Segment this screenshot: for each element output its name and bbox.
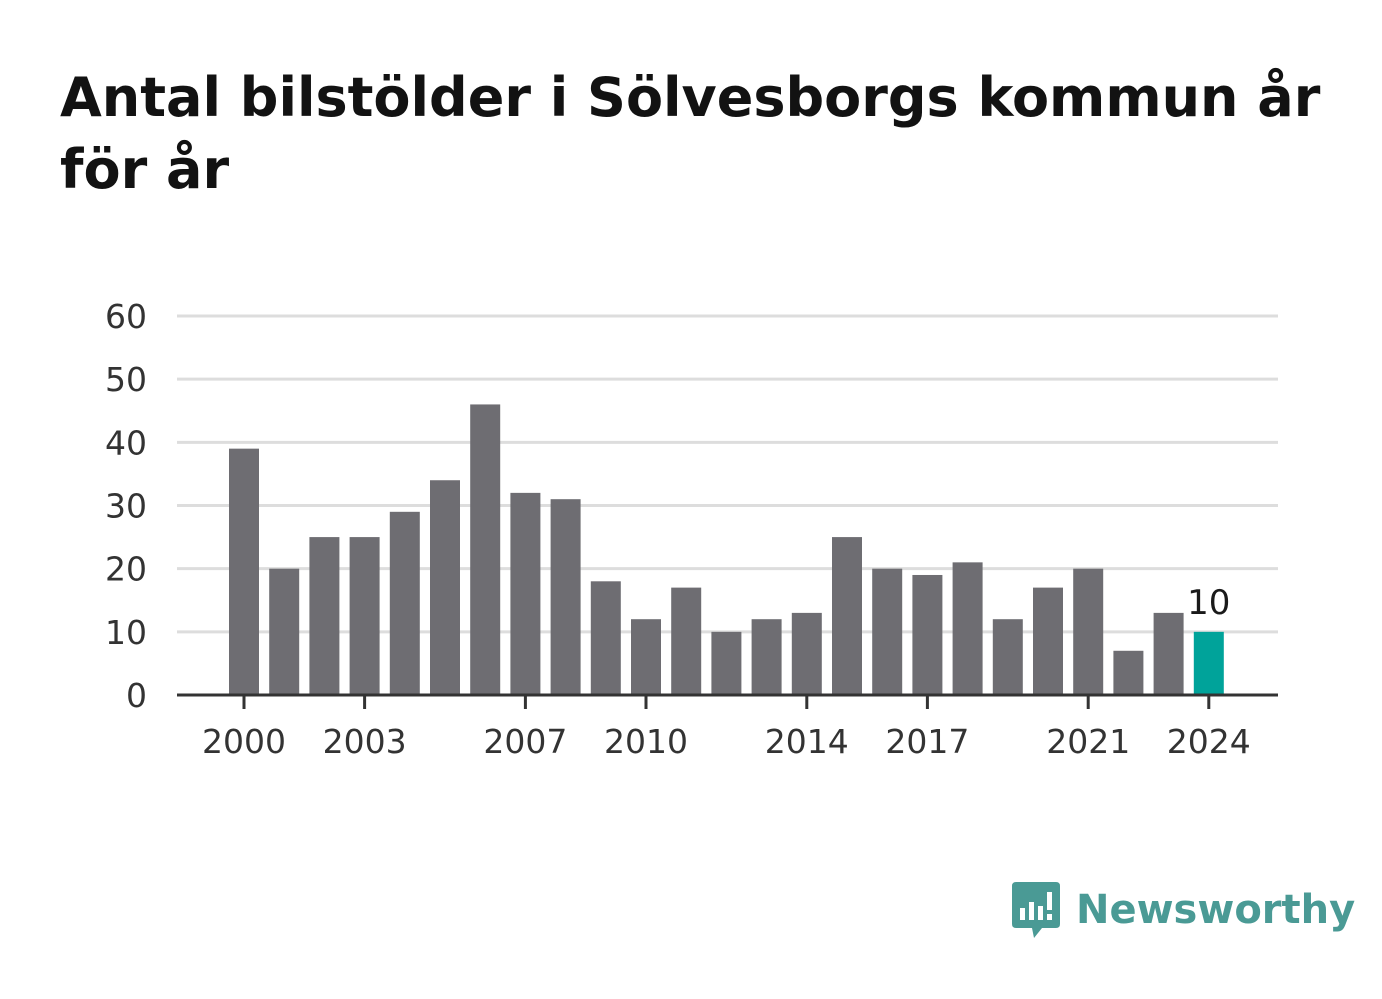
- bar: [952, 562, 983, 695]
- x-tick-label: 2014: [765, 722, 849, 761]
- bar: [590, 581, 621, 695]
- bar: [229, 448, 259, 695]
- bar: [631, 619, 661, 695]
- x-tick-label: 2017: [885, 722, 969, 761]
- bar: [510, 492, 541, 695]
- bar: [992, 619, 1023, 695]
- y-tick-label: 10: [105, 613, 147, 652]
- bar: [1073, 568, 1104, 695]
- brand-name: Newsworthy: [1076, 887, 1356, 933]
- bar: [269, 568, 300, 695]
- bar: [349, 537, 380, 695]
- x-tick-label: 2021: [1046, 722, 1130, 761]
- bar: [470, 404, 501, 695]
- bar: [671, 587, 702, 695]
- bar: [751, 619, 782, 695]
- bar: [912, 574, 943, 695]
- bar: [550, 499, 581, 695]
- y-tick-label: 30: [105, 487, 147, 526]
- bar: [791, 612, 822, 695]
- y-tick-label: 40: [105, 423, 147, 462]
- x-tick-label: 2000: [202, 722, 286, 761]
- newsworthy-logo: Newsworthy: [1010, 878, 1355, 942]
- labels: 0 10 20 30 40 50 60 10 2000 2003 2007 2010 2014 2017 2…: [105, 297, 1251, 761]
- value-label: 10: [1187, 583, 1230, 623]
- bars: [229, 404, 1224, 695]
- grid-lines: [177, 314, 1278, 634]
- x-tick-label: 2003: [323, 722, 407, 761]
- newsworthy-logo-icon: [1012, 882, 1060, 938]
- bar: [309, 537, 340, 695]
- bar: [430, 480, 460, 695]
- bar-highlight: [1193, 631, 1224, 695]
- bar: [711, 631, 742, 695]
- bar: [389, 511, 420, 695]
- y-tick-label: 0: [126, 676, 147, 715]
- chart-title: Antal bilstölder i Sölvesborgs kommun år…: [60, 66, 1321, 201]
- x-tick-label: 2010: [604, 722, 688, 761]
- bar: [1113, 650, 1144, 695]
- bar: [832, 537, 862, 695]
- x-tick-label: 2007: [483, 722, 567, 761]
- y-tick-label: 50: [105, 360, 147, 399]
- axes: [177, 693, 1278, 709]
- bar: [1153, 612, 1184, 695]
- bar: [1033, 587, 1063, 695]
- y-tick-label: 60: [105, 297, 147, 336]
- x-tick-label: 2024: [1167, 722, 1251, 761]
- bar: [872, 568, 903, 695]
- y-tick-label: 20: [105, 550, 147, 589]
